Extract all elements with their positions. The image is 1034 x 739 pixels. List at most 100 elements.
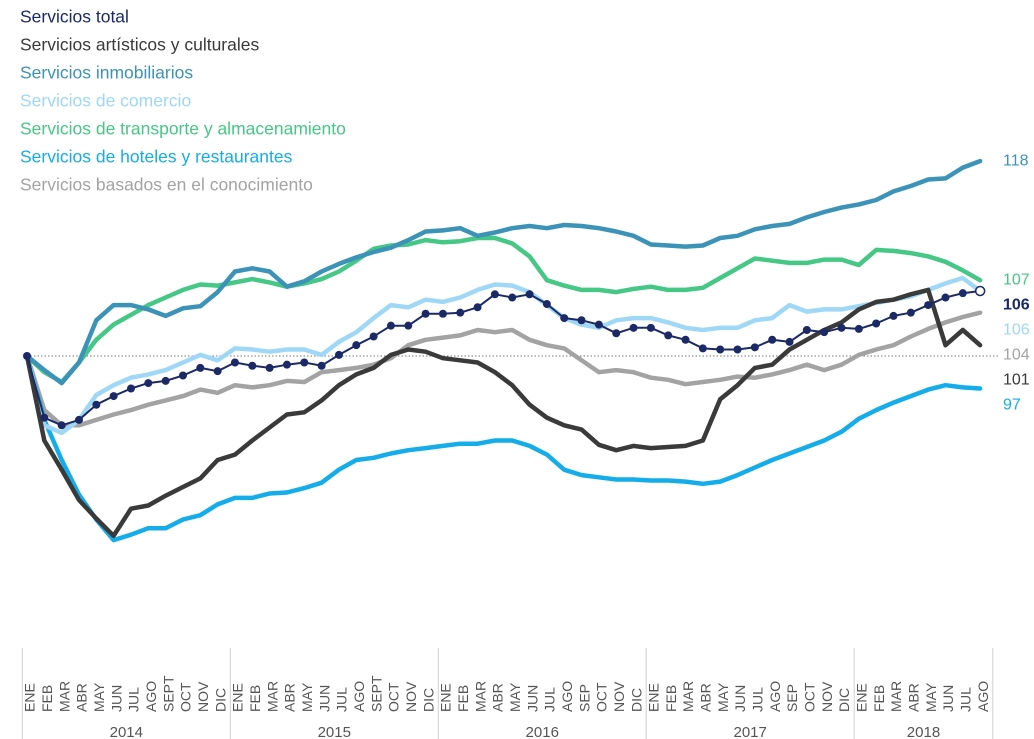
data-point xyxy=(542,300,551,309)
data-point xyxy=(144,379,153,388)
data-point xyxy=(57,421,66,430)
data-point xyxy=(508,293,517,302)
x-tick-label: JUN xyxy=(108,685,124,712)
x-tick-label: ENE xyxy=(230,683,246,712)
data-point xyxy=(369,332,378,341)
x-tick-label: OCT xyxy=(594,682,610,712)
data-point xyxy=(109,392,118,401)
data-point xyxy=(906,308,915,317)
x-tick-label: ABR xyxy=(698,683,714,712)
x-tick-label: ABR xyxy=(906,683,922,712)
data-point xyxy=(404,321,413,330)
data-point xyxy=(577,316,586,325)
x-group-label: 2017 xyxy=(734,724,767,739)
data-point xyxy=(161,376,170,385)
data-label: 101 xyxy=(1003,371,1030,388)
x-tick-label: OCT xyxy=(386,682,402,712)
data-point xyxy=(352,341,361,350)
x-tick-label: MAY xyxy=(715,682,731,712)
data-point xyxy=(889,311,898,320)
x-tick-label: JUL xyxy=(334,687,350,712)
data-point xyxy=(924,301,933,310)
legend-entry: Servicios de hoteles y restaurantes xyxy=(20,147,293,167)
data-point xyxy=(974,285,986,297)
x-tick-label: JUN xyxy=(940,685,956,712)
x-tick-label: JUL xyxy=(750,687,766,712)
data-point xyxy=(126,384,135,393)
data-point xyxy=(958,289,967,298)
data-point xyxy=(525,290,534,299)
data-point xyxy=(282,360,291,369)
x-tick-label: AGO xyxy=(143,681,159,712)
x-tick-label: SEP xyxy=(576,684,592,712)
x-tick-label: FEB xyxy=(871,685,887,712)
data-point xyxy=(265,363,274,372)
x-tick-label: FEB xyxy=(663,685,679,712)
x-group-label: 2014 xyxy=(110,724,143,739)
x-tick-label: DIC xyxy=(420,688,436,712)
data-point xyxy=(629,323,638,332)
x-tick-label: JUN xyxy=(316,685,332,712)
data-point xyxy=(456,308,465,317)
data-point xyxy=(386,321,395,330)
x-group-label: 2018 xyxy=(907,724,940,739)
data-label: 106 xyxy=(1003,296,1030,313)
x-tick-label: ABR xyxy=(282,683,298,712)
data-point xyxy=(698,344,707,353)
x-tick-label: OCT xyxy=(178,682,194,712)
data-point xyxy=(716,345,725,354)
x-tick-label: AGO xyxy=(559,681,575,712)
x-tick-label: MAR xyxy=(888,681,904,712)
series-line xyxy=(24,235,983,385)
x-tick-label: MAY xyxy=(923,682,939,712)
x-tick-label: MAR xyxy=(680,681,696,712)
data-point xyxy=(646,323,655,332)
x-tick-label: NOV xyxy=(195,681,211,712)
x-tick-label: ENE xyxy=(438,683,454,712)
data-point xyxy=(664,331,673,340)
data-point xyxy=(941,293,950,302)
data-point xyxy=(612,329,621,338)
x-tick-label: AGO xyxy=(767,681,783,712)
series-line xyxy=(24,287,983,539)
data-point xyxy=(854,324,863,333)
x-tick-label: DIC xyxy=(836,688,852,712)
data-point xyxy=(785,337,794,346)
data-point xyxy=(334,350,343,359)
data-point xyxy=(92,400,101,409)
x-tick-label: AGO xyxy=(975,681,991,712)
legend-entry: Servicios de transporte y almacenamiento xyxy=(20,119,346,139)
data-point xyxy=(300,358,309,367)
data-point xyxy=(837,323,846,332)
x-tick-label: OCT xyxy=(802,682,818,712)
series-line xyxy=(24,353,983,543)
x-tick-label: JUL xyxy=(958,687,974,712)
x-tick-label: MAR xyxy=(264,681,280,712)
series-line xyxy=(24,158,983,386)
data-point xyxy=(23,352,31,360)
data-point xyxy=(178,371,187,380)
x-tick-label: JUL xyxy=(126,687,142,712)
x-tick-label: DIC xyxy=(628,688,644,712)
legend-entry: Servicios de comercio xyxy=(20,91,191,111)
x-tick-label: FEB xyxy=(39,685,55,712)
data-point xyxy=(490,290,499,299)
legend-entry: Servicios basados en el conocimiento xyxy=(20,175,313,195)
x-tick-label: AGO xyxy=(351,681,367,712)
x-tick-label: ENE xyxy=(854,683,870,712)
x-tick-label: ABR xyxy=(74,683,90,712)
data-point xyxy=(681,335,690,344)
x-tick-label: SEP xyxy=(784,684,800,712)
data-point xyxy=(213,367,222,376)
x-tick-label: ABR xyxy=(490,683,506,712)
data-point xyxy=(473,303,482,312)
x-tick-label: SEPT xyxy=(368,675,384,712)
data-label: 106 xyxy=(1003,321,1030,338)
x-tick-label: MAY xyxy=(299,682,315,712)
data-point xyxy=(594,320,603,329)
x-tick-label: JUN xyxy=(732,685,748,712)
data-point xyxy=(196,363,205,372)
series-line xyxy=(24,275,983,436)
data-label: 107 xyxy=(1003,271,1030,288)
series-line xyxy=(24,310,983,428)
